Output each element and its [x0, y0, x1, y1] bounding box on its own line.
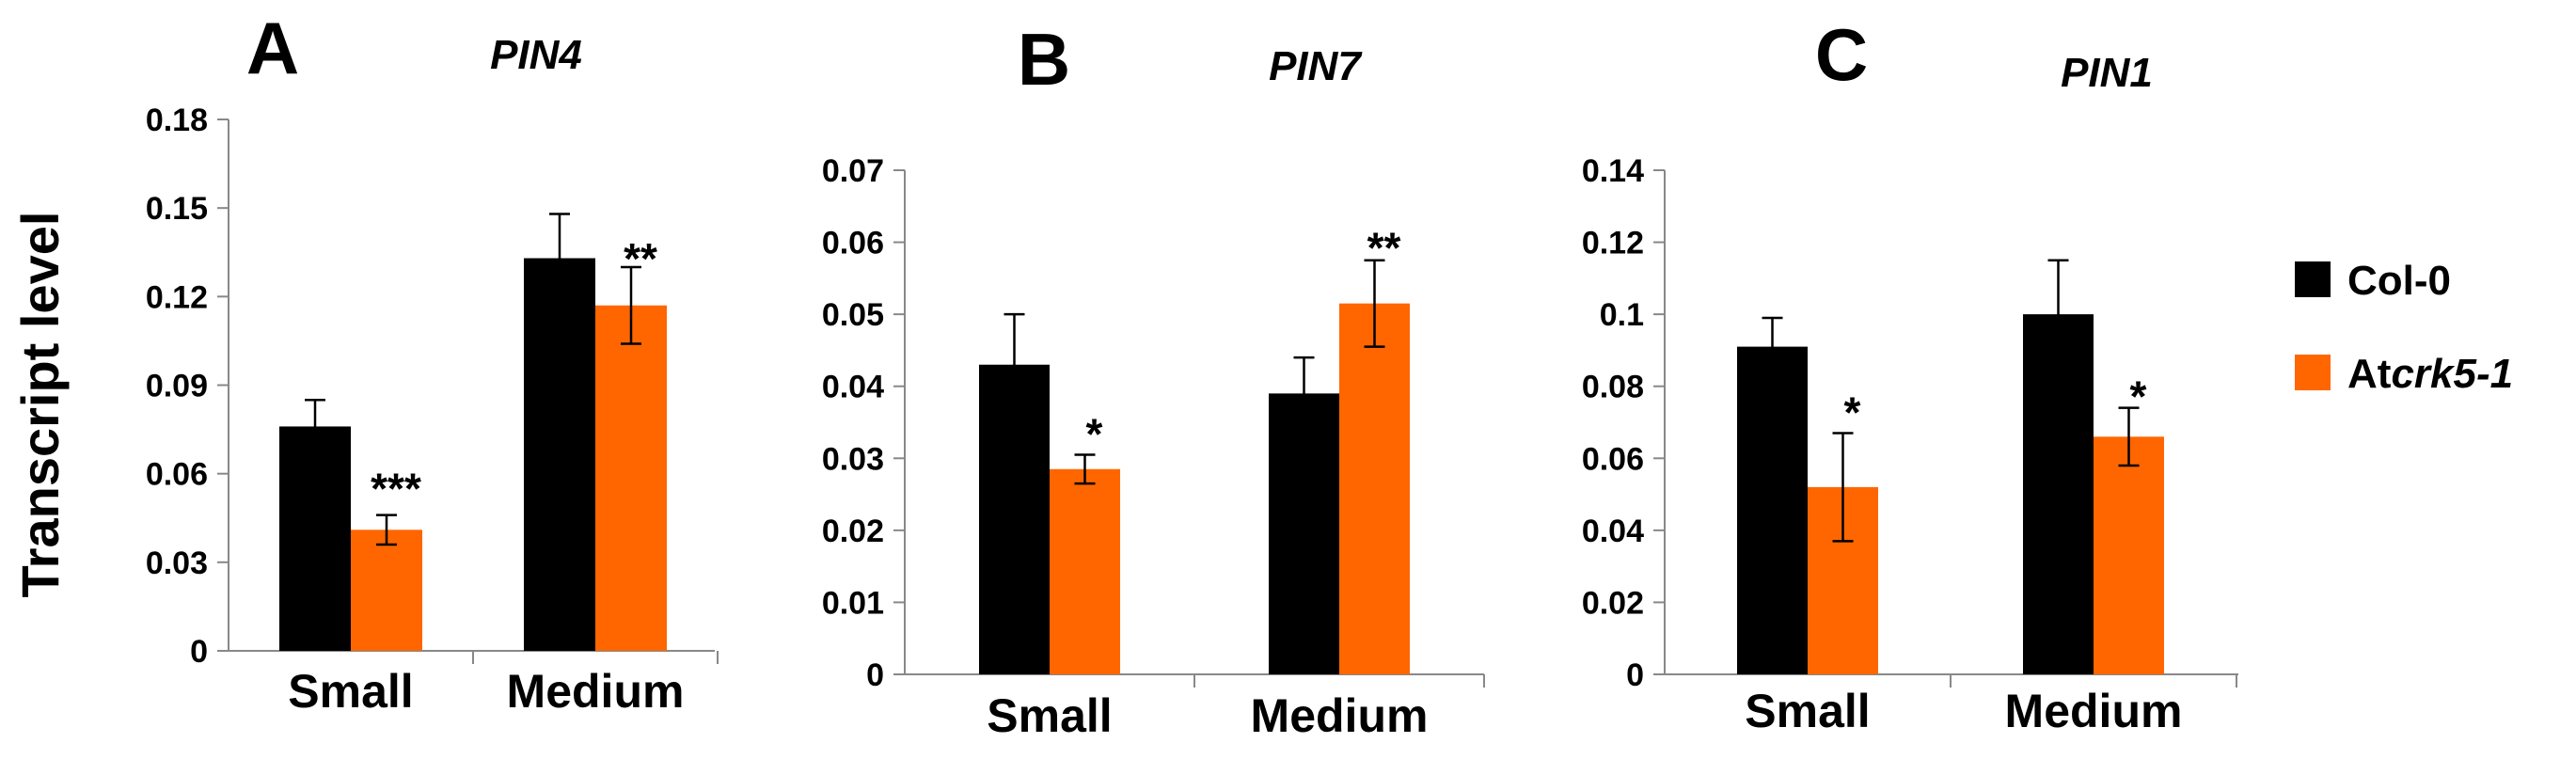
panel-letter: A	[246, 7, 299, 89]
panel-title: PIN7	[1269, 43, 1363, 89]
y-tick-label: 0.15	[146, 191, 208, 227]
category-label-medium: Medium	[1251, 689, 1429, 742]
y-tick-label: 0.09	[146, 369, 208, 404]
y-tick-label: 0.07	[822, 153, 884, 189]
y-tick-label: 0.12	[1582, 226, 1644, 261]
y-tick-label: 0.06	[146, 457, 208, 493]
y-tick-label: 0.01	[822, 585, 884, 621]
significance-label: *	[1844, 387, 1861, 436]
bar-atcrk5-1-medium	[595, 305, 667, 651]
legend-label-col-0: Col-0	[2347, 258, 2451, 304]
y-tick-label: 0.02	[822, 514, 884, 549]
category-label-small: Small	[987, 689, 1112, 742]
bar-atcrk5-1-small	[1050, 468, 1120, 674]
legend-label-atcrk5-1: Atcrk5-1	[2347, 351, 2513, 397]
category-label-small: Small	[288, 665, 413, 718]
panel-c: C PIN1 0 0.02 0.04 0.06 0.08 0.1 0.12 0.14 * Small *…	[1582, 13, 2238, 737]
y-tick-label: 0.18	[146, 103, 208, 138]
significance-label: *	[2130, 372, 2147, 421]
category-label-medium: Medium	[2005, 685, 2183, 737]
y-tick-label: 0	[866, 657, 884, 693]
y-tick-label: 0.06	[822, 226, 884, 261]
y-tick-label: 0	[190, 634, 208, 670]
y-tick-label: 0.03	[822, 441, 884, 477]
category-label-small: Small	[1745, 685, 1870, 737]
panel-letter: C	[1815, 13, 1868, 96]
legend-swatch-atcrk5-1	[2295, 355, 2331, 390]
legend: Col-0 Atcrk5-1	[2295, 258, 2513, 397]
y-tick-label: 0.12	[146, 279, 208, 315]
y-tick-label: 0.08	[1582, 370, 1644, 405]
y-tick-label: 0.05	[822, 297, 884, 333]
y-tick-label: 0.03	[146, 546, 208, 581]
bar-col-0-small	[979, 364, 1050, 674]
bar-atcrk5-1-medium	[2094, 436, 2164, 674]
significance-label: ***	[371, 465, 421, 514]
panel-a: A PIN4 0 0.03 0.06 0.09 0.12 0.15 0.18 *** Small **…	[146, 7, 719, 718]
y-tick-label: 0.02	[1582, 585, 1644, 621]
y-tick-label: 0.14	[1582, 153, 1644, 189]
bar-col-0-small	[1737, 346, 1808, 674]
panel-b: B PIN7 0 0.01 0.02 0.03 0.04 0.05 0.06 0.07 * Small…	[822, 18, 1485, 742]
bar-col-0-medium	[2023, 314, 2094, 674]
significance-label: *	[1086, 409, 1103, 458]
panel-letter: B	[1018, 18, 1070, 101]
panel-title: PIN1	[2061, 50, 2153, 96]
y-tick-label: 0.06	[1582, 441, 1644, 477]
y-tick-label: 0.04	[822, 370, 884, 405]
panel-title: PIN4	[490, 32, 582, 78]
significance-label: **	[624, 234, 657, 283]
y-tick-label: 0.04	[1582, 514, 1644, 549]
bar-col-0-medium	[524, 258, 595, 651]
y-axis-label: Transcript level	[10, 212, 70, 598]
y-tick-label: 0	[1626, 657, 1644, 693]
category-label-medium: Medium	[507, 665, 685, 718]
bar-col-0-small	[279, 426, 351, 651]
y-tick-label: 0.1	[1600, 297, 1644, 333]
bar-atcrk5-1-small	[351, 530, 422, 651]
bar-atcrk5-1-medium	[1339, 303, 1410, 674]
significance-label: **	[1367, 224, 1401, 273]
bar-col-0-medium	[1269, 393, 1339, 674]
legend-swatch-col-0	[2295, 261, 2331, 297]
